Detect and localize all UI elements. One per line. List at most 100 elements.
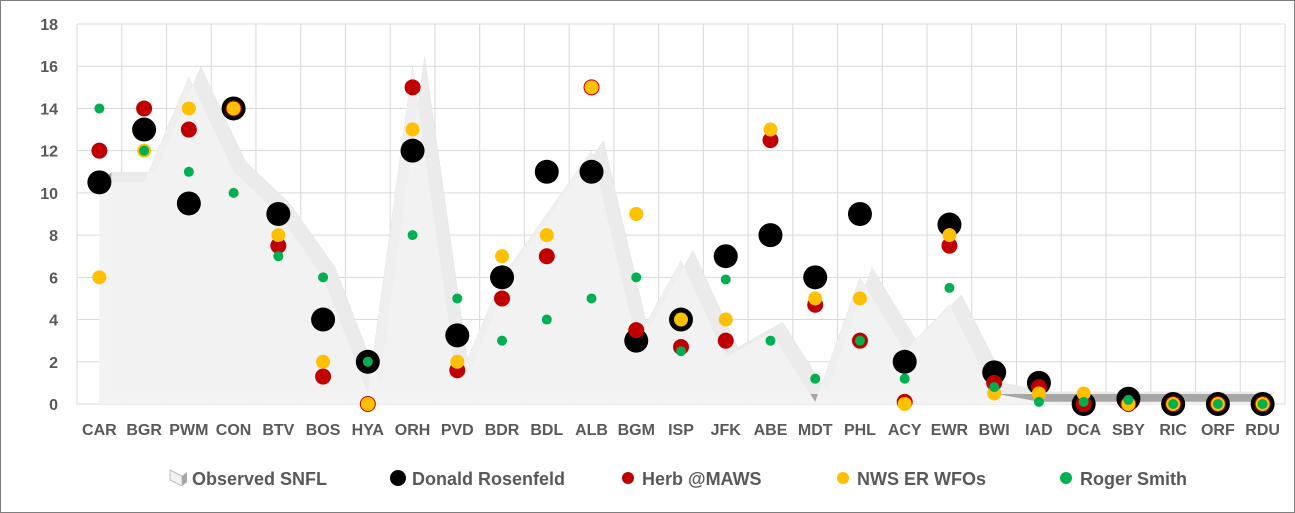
x-tick-label: MDT <box>798 422 833 439</box>
legend-label-nws-er-wfos: NWS ER WFOs <box>857 469 986 489</box>
point-nws-er-wfos <box>763 122 778 137</box>
point-nws-er-wfos <box>852 291 867 306</box>
point-roger-smith <box>720 274 731 285</box>
point-herb-maws <box>717 332 734 349</box>
x-tick-label: BGM <box>618 422 655 439</box>
point-donald-rosenfeld <box>758 223 783 248</box>
legend-swatch-shadow <box>182 472 187 486</box>
point-herb-maws <box>136 100 153 117</box>
point-nws-er-wfos <box>942 228 957 243</box>
x-tick-label: PHL <box>844 422 876 439</box>
x-tick-label: SBY <box>1112 422 1145 439</box>
legend-label-roger-smith: Roger Smith <box>1080 469 1187 489</box>
point-roger-smith <box>765 335 776 346</box>
point-donald-rosenfeld <box>445 323 470 348</box>
point-roger-smith <box>1168 399 1179 409</box>
point-nws-er-wfos <box>584 80 599 95</box>
point-nws-er-wfos <box>539 228 554 243</box>
legend-label-donald-rosenfeld: Donald Rosenfeld <box>412 469 565 489</box>
x-tick-label: ORH <box>395 422 431 439</box>
x-tick-label: BGR <box>126 422 162 439</box>
point-herb-maws <box>494 290 511 307</box>
x-tick-label: BTV <box>262 422 294 439</box>
point-herb-maws <box>315 368 332 385</box>
point-roger-smith <box>94 103 105 114</box>
x-tick-label: PVD <box>441 422 474 439</box>
point-roger-smith <box>631 272 642 283</box>
point-roger-smith <box>273 251 284 262</box>
point-roger-smith <box>586 293 597 304</box>
point-nws-er-wfos <box>271 228 286 243</box>
point-nws-er-wfos <box>360 397 375 411</box>
legend-label-observed-snfl: Observed SNFL <box>192 469 327 489</box>
point-nws-er-wfos <box>1076 386 1091 401</box>
point-nws-er-wfos <box>405 122 420 137</box>
x-tick-label: BOS <box>306 422 341 439</box>
point-nws-er-wfos <box>495 249 510 264</box>
point-donald-rosenfeld <box>176 191 201 216</box>
point-herb-maws <box>538 248 555 265</box>
x-tick-label: CON <box>216 422 252 439</box>
x-tick-label: ISP <box>668 422 694 439</box>
point-herb-maws <box>91 142 108 159</box>
point-donald-rosenfeld <box>266 202 291 226</box>
point-donald-rosenfeld <box>534 159 559 184</box>
legend-swatch-herb-maws <box>622 472 634 484</box>
x-tick-label: BDL <box>530 422 563 439</box>
x-tick-label: ABE <box>754 422 788 439</box>
legend-swatch-nws-er-wfos <box>837 472 849 484</box>
point-nws-er-wfos <box>718 312 733 327</box>
point-roger-smith <box>676 346 686 357</box>
point-roger-smith <box>318 272 329 283</box>
x-tick-label: IAD <box>1025 422 1053 439</box>
x-tick-label: CAR <box>82 422 117 439</box>
legend-label-herb-maws: Herb @MAWS <box>642 469 762 489</box>
point-donald-rosenfeld <box>400 138 425 163</box>
y-tick-label: 16 <box>40 59 58 76</box>
x-tick-label: BDR <box>485 422 520 439</box>
x-tick-label: ACY <box>888 422 922 439</box>
point-donald-rosenfeld <box>311 307 336 332</box>
x-tick-label: RIC <box>1159 422 1187 439</box>
point-roger-smith <box>183 166 194 177</box>
point-nws-er-wfos <box>674 312 688 327</box>
y-tick-label: 4 <box>49 313 58 330</box>
point-donald-rosenfeld <box>713 244 738 269</box>
point-herb-maws <box>404 79 421 96</box>
y-tick-label: 8 <box>49 228 58 245</box>
point-roger-smith <box>944 282 955 293</box>
x-tick-label: ALB <box>575 422 608 439</box>
x-tick-label: ORF <box>1201 422 1235 439</box>
point-nws-er-wfos <box>1031 386 1046 401</box>
x-tick-label: RDU <box>1245 422 1280 439</box>
x-tick-label: EWR <box>931 422 969 439</box>
x-tick-label: BWI <box>979 422 1010 439</box>
point-roger-smith <box>497 335 508 346</box>
point-nws-er-wfos <box>808 291 823 306</box>
point-roger-smith <box>1078 396 1089 407</box>
point-nws-er-wfos <box>897 397 912 411</box>
point-donald-rosenfeld <box>87 170 112 195</box>
y-tick-label: 14 <box>40 101 58 118</box>
point-roger-smith <box>1123 394 1134 405</box>
point-herb-maws <box>941 237 958 254</box>
point-nws-er-wfos <box>629 207 644 221</box>
point-roger-smith <box>407 230 418 241</box>
y-tick-label: 12 <box>40 144 58 161</box>
point-donald-rosenfeld <box>847 202 872 226</box>
point-herb-maws <box>628 322 645 339</box>
y-tick-label: 10 <box>40 186 58 203</box>
point-roger-smith <box>1212 399 1223 409</box>
point-roger-smith <box>452 293 463 304</box>
point-roger-smith <box>228 187 239 198</box>
point-roger-smith <box>139 145 150 156</box>
point-donald-rosenfeld <box>937 212 962 237</box>
x-tick-label: PWM <box>169 422 208 439</box>
legend-swatch-roger-smith <box>1060 472 1072 484</box>
y-tick-label: 0 <box>49 397 58 414</box>
point-nws-er-wfos <box>226 101 241 116</box>
point-donald-rosenfeld <box>490 265 515 290</box>
point-herb-maws <box>180 121 197 138</box>
point-donald-rosenfeld <box>132 117 157 142</box>
legend-swatch-observed-snfl <box>169 469 183 487</box>
